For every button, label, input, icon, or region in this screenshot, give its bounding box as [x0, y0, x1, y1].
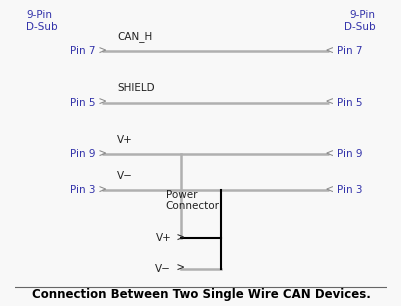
Text: Pin 9: Pin 9 — [336, 149, 361, 159]
Text: >: > — [99, 45, 106, 58]
Text: <: < — [325, 96, 332, 109]
Text: >: > — [176, 262, 184, 275]
Text: Power
Connector: Power Connector — [165, 190, 219, 211]
Text: >: > — [176, 232, 184, 245]
Text: Connection Between Two Single Wire CAN Devices.: Connection Between Two Single Wire CAN D… — [32, 288, 369, 301]
Text: Pin 3: Pin 3 — [69, 185, 95, 195]
Text: CAN_H: CAN_H — [117, 31, 152, 42]
Text: Pin 7: Pin 7 — [336, 46, 361, 56]
Text: Pin 5: Pin 5 — [336, 98, 361, 108]
Text: V−: V− — [117, 171, 133, 181]
Text: SHIELD: SHIELD — [117, 84, 154, 94]
Text: Pin 5: Pin 5 — [69, 98, 95, 108]
Text: V−: V− — [155, 264, 171, 274]
Text: Pin 7: Pin 7 — [69, 46, 95, 56]
Text: V+: V+ — [117, 135, 133, 145]
Text: >: > — [99, 184, 106, 197]
Text: >: > — [99, 147, 106, 160]
Text: >: > — [99, 96, 106, 109]
Text: <: < — [325, 45, 332, 58]
Text: 9-Pin
D-Sub: 9-Pin D-Sub — [26, 10, 58, 32]
Text: <: < — [325, 147, 332, 160]
Text: 9-Pin
D-Sub: 9-Pin D-Sub — [343, 10, 375, 32]
Text: <: < — [325, 184, 332, 197]
Text: Pin 9: Pin 9 — [69, 149, 95, 159]
Text: V+: V+ — [155, 233, 171, 244]
Text: Pin 3: Pin 3 — [336, 185, 361, 195]
